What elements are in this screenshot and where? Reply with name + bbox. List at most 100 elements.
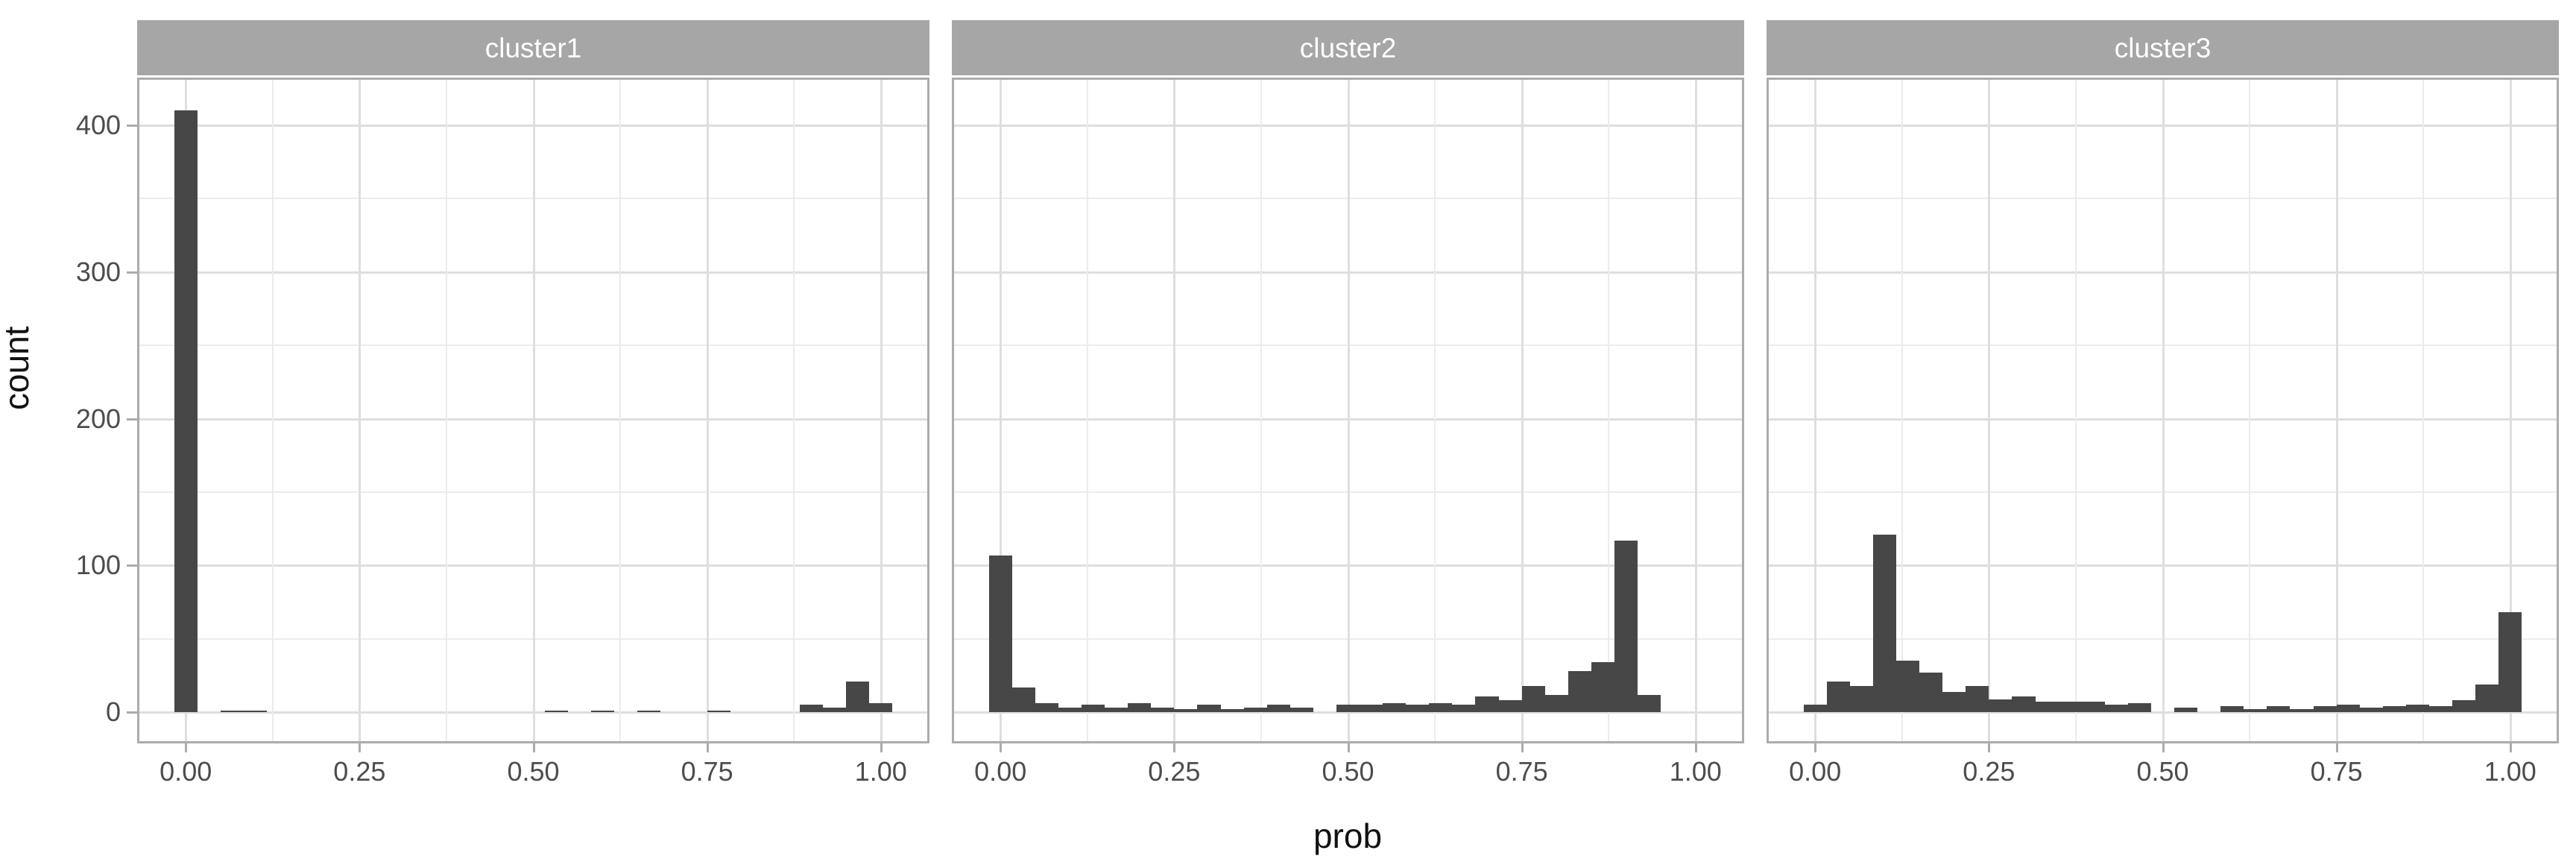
histogram-bar <box>2104 705 2128 713</box>
facet-panel-cluster1 <box>137 78 929 743</box>
histogram-bar <box>1966 685 1989 713</box>
y-axis-tick-label: 300 <box>75 256 121 287</box>
x-axis-tick-label: 1.00 <box>1669 756 1722 787</box>
histogram-bar <box>1989 699 2012 713</box>
gridline-x-major <box>1521 80 1524 741</box>
histogram-bar <box>2475 684 2499 713</box>
histogram-bar <box>869 703 893 713</box>
histogram-bar <box>823 708 847 713</box>
histogram-bar <box>2012 696 2036 713</box>
histogram-bar <box>2405 705 2430 713</box>
x-axis-tick-label: 0.50 <box>1322 756 1374 787</box>
x-axis-tick-label: 0.25 <box>333 756 386 787</box>
x-axis-tick <box>880 743 883 752</box>
facet-strip-cluster2: cluster2 <box>952 20 1744 75</box>
histogram-bar <box>1591 662 1615 713</box>
x-axis-tick-label: 0.00 <box>160 756 212 787</box>
y-axis-tick <box>127 124 137 127</box>
histogram-bar <box>1105 708 1128 713</box>
x-axis-tick <box>1347 743 1350 752</box>
gridline-x-major <box>2509 80 2512 741</box>
histogram-bar <box>2313 706 2337 713</box>
histogram-bar <box>2290 709 2314 713</box>
y-axis-title: count <box>0 326 36 410</box>
y-axis-tick <box>127 418 137 421</box>
histogram-bar <box>1544 694 1568 713</box>
gridline-x-major <box>1173 80 1176 741</box>
facet-strip-label: cluster2 <box>1299 32 1397 63</box>
histogram-bar <box>2359 708 2383 713</box>
histogram-bar <box>1475 696 1499 713</box>
x-axis-tick <box>1694 743 1697 752</box>
histogram-bar <box>2498 612 2522 713</box>
x-axis-tick <box>185 743 188 752</box>
histogram-bar <box>1081 705 1105 713</box>
histogram-bar <box>1803 705 1827 713</box>
gridline-x-minor <box>2422 80 2425 741</box>
x-axis-tick <box>359 743 362 752</box>
histogram-bar <box>2382 706 2406 713</box>
gridline-x-minor <box>1434 80 1436 741</box>
histogram-bar <box>1289 708 1313 713</box>
facet-strip-cluster3: cluster3 <box>1767 20 2559 75</box>
x-axis-tick-label: 0.25 <box>1963 756 2015 787</box>
gridline-x-major <box>1000 80 1003 741</box>
histogram-bar <box>1406 705 1430 713</box>
histogram-bar <box>1011 687 1035 713</box>
x-axis-tick-label: 0.25 <box>1148 756 1201 787</box>
x-axis-tick-label: 0.00 <box>1789 756 1842 787</box>
gridline-x-minor <box>793 80 795 741</box>
histogram-bar <box>2428 706 2453 713</box>
gridline-x-minor <box>1086 80 1088 741</box>
histogram-bar <box>1452 705 1476 713</box>
histogram-bar <box>1197 705 1221 713</box>
histogram-bar <box>545 711 569 713</box>
histogram-bar <box>637 711 661 713</box>
histogram-bar <box>2267 706 2291 713</box>
facet-strip-cluster1: cluster1 <box>137 20 929 75</box>
x-axis-tick <box>1000 743 1003 752</box>
gridline-x-major <box>2335 80 2338 741</box>
x-axis-tick <box>2509 743 2512 752</box>
histogram-bar <box>988 555 1012 713</box>
x-axis-tick-label: 0.75 <box>1495 756 1548 787</box>
histogram-bar <box>1383 703 1407 713</box>
gridline-x-major <box>1988 80 1991 741</box>
facet-strip-label: cluster3 <box>2114 32 2212 63</box>
gridline-x-major <box>1694 80 1697 741</box>
histogram-bar <box>1429 703 1453 713</box>
gridline-x-major <box>532 80 535 741</box>
x-axis-tick-label: 1.00 <box>2484 756 2536 787</box>
x-axis-tick <box>1521 743 1524 752</box>
histogram-bar <box>591 711 615 713</box>
x-axis-tick <box>1814 743 1817 752</box>
histogram-bar <box>1942 691 1966 713</box>
histogram-bar <box>799 705 824 713</box>
gridline-x-minor <box>445 80 447 741</box>
gridline-x-minor <box>2074 80 2077 741</box>
y-axis-tick-label: 100 <box>75 550 121 581</box>
x-axis-tick-label: 0.00 <box>974 756 1027 787</box>
x-axis-tick-label: 0.75 <box>681 756 733 787</box>
histogram-bar <box>1895 661 1920 713</box>
gridline-x-major <box>2162 80 2165 741</box>
histogram-bar <box>1568 671 1591 713</box>
histogram-bar <box>1849 685 1873 713</box>
histogram-bar <box>1638 694 1661 713</box>
gridline-x-minor <box>619 80 622 741</box>
histogram-bar <box>1151 708 1175 713</box>
histogram-bar <box>2220 706 2244 713</box>
histogram-bar <box>2058 702 2082 713</box>
histogram-bar <box>2244 709 2267 713</box>
histogram-bar <box>1243 708 1267 713</box>
x-axis-tick <box>1173 743 1176 752</box>
gridline-x-minor <box>271 80 274 741</box>
histogram-bar <box>1220 709 1244 713</box>
histogram-bar <box>1058 708 1082 713</box>
gridline-x-minor <box>1260 80 1262 741</box>
histogram-bar <box>1498 700 1522 713</box>
histogram-bar <box>1174 709 1198 713</box>
gridline-x-minor <box>1901 80 1903 741</box>
gridline-x-major <box>880 80 883 741</box>
histogram-bar <box>1614 540 1638 713</box>
